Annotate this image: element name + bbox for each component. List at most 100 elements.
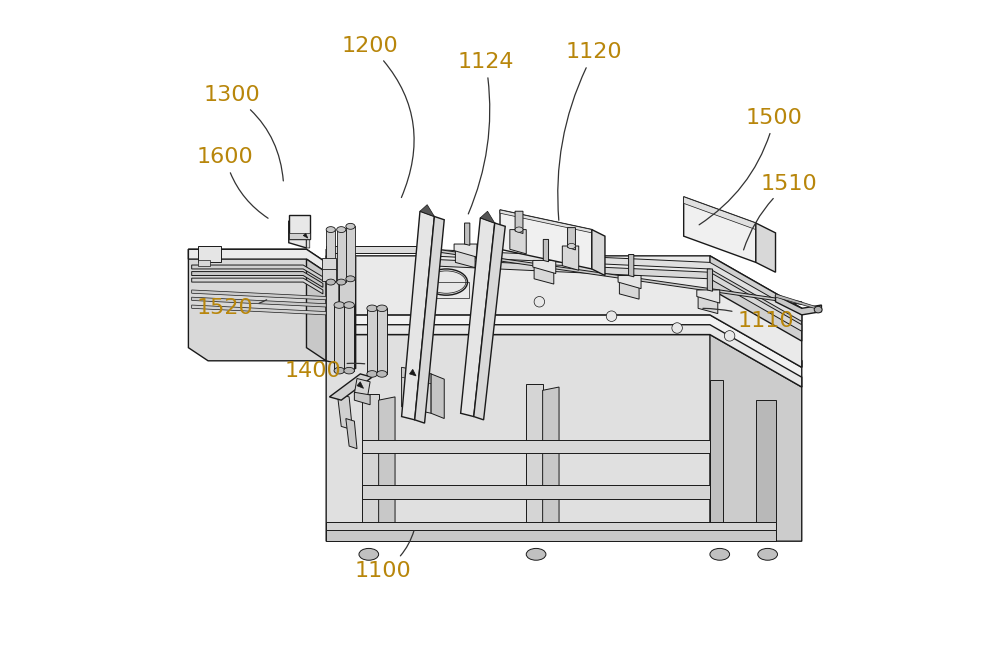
Polygon shape: [337, 394, 352, 430]
Polygon shape: [515, 211, 523, 234]
Polygon shape: [326, 249, 339, 364]
Text: 1400: 1400: [285, 361, 365, 380]
Polygon shape: [756, 400, 776, 541]
Text: 1200: 1200: [341, 36, 414, 197]
Polygon shape: [192, 305, 326, 315]
Ellipse shape: [814, 306, 822, 313]
Polygon shape: [420, 205, 434, 216]
Polygon shape: [379, 397, 395, 541]
Polygon shape: [192, 278, 323, 294]
Polygon shape: [543, 387, 559, 541]
Text: 1500: 1500: [699, 108, 803, 225]
Polygon shape: [354, 379, 370, 397]
Polygon shape: [402, 367, 431, 384]
Polygon shape: [431, 374, 444, 419]
Ellipse shape: [344, 302, 354, 308]
Bar: [198, 246, 221, 262]
Polygon shape: [707, 269, 713, 291]
Polygon shape: [334, 305, 345, 371]
Polygon shape: [303, 234, 308, 238]
Polygon shape: [618, 276, 641, 289]
Polygon shape: [480, 211, 495, 223]
Polygon shape: [710, 380, 723, 541]
Polygon shape: [326, 246, 428, 253]
Polygon shape: [306, 224, 310, 248]
Polygon shape: [346, 419, 357, 449]
Polygon shape: [362, 440, 710, 453]
Polygon shape: [698, 295, 718, 314]
Ellipse shape: [326, 227, 335, 233]
Bar: [289, 233, 310, 239]
Ellipse shape: [346, 223, 355, 230]
Polygon shape: [428, 259, 802, 331]
Polygon shape: [192, 265, 323, 281]
Ellipse shape: [334, 302, 345, 308]
Ellipse shape: [344, 367, 354, 374]
Polygon shape: [357, 382, 364, 388]
Polygon shape: [461, 218, 495, 417]
Polygon shape: [402, 211, 434, 420]
Ellipse shape: [758, 548, 777, 560]
Polygon shape: [526, 384, 543, 541]
Polygon shape: [454, 244, 477, 257]
Polygon shape: [289, 221, 306, 248]
Circle shape: [534, 297, 545, 307]
Polygon shape: [337, 230, 346, 282]
Polygon shape: [289, 219, 310, 226]
Ellipse shape: [334, 367, 345, 374]
Polygon shape: [402, 367, 431, 413]
Polygon shape: [188, 249, 326, 361]
Polygon shape: [562, 246, 579, 270]
Polygon shape: [326, 308, 776, 541]
Polygon shape: [377, 308, 387, 374]
Polygon shape: [326, 522, 776, 530]
Text: 1300: 1300: [203, 85, 283, 181]
Circle shape: [606, 311, 617, 321]
Ellipse shape: [346, 276, 355, 282]
Polygon shape: [465, 223, 470, 245]
Ellipse shape: [526, 548, 546, 560]
Text: 1110: 1110: [703, 308, 794, 331]
Polygon shape: [500, 210, 592, 269]
Polygon shape: [362, 485, 710, 499]
Polygon shape: [684, 197, 756, 262]
Polygon shape: [710, 335, 802, 541]
Polygon shape: [192, 297, 326, 307]
Ellipse shape: [377, 371, 387, 377]
Polygon shape: [629, 255, 634, 277]
Polygon shape: [776, 295, 821, 315]
Polygon shape: [428, 248, 802, 304]
Circle shape: [724, 331, 735, 341]
Text: 1600: 1600: [197, 148, 268, 218]
Polygon shape: [533, 260, 556, 274]
Polygon shape: [710, 256, 802, 341]
Polygon shape: [543, 239, 549, 262]
Circle shape: [672, 323, 682, 333]
Polygon shape: [354, 392, 370, 405]
Polygon shape: [474, 223, 505, 420]
Polygon shape: [306, 259, 326, 361]
Polygon shape: [684, 197, 756, 230]
Polygon shape: [344, 305, 354, 371]
Polygon shape: [409, 369, 416, 376]
Polygon shape: [415, 216, 444, 423]
Ellipse shape: [427, 271, 466, 293]
Polygon shape: [192, 272, 323, 287]
Text: 1124: 1124: [457, 52, 514, 214]
Ellipse shape: [568, 243, 575, 249]
Polygon shape: [188, 249, 326, 272]
Polygon shape: [329, 374, 372, 400]
Bar: [198, 260, 210, 266]
Polygon shape: [455, 249, 475, 268]
Polygon shape: [326, 528, 776, 541]
Ellipse shape: [710, 548, 730, 560]
Bar: [289, 215, 310, 239]
Ellipse shape: [337, 279, 346, 285]
Polygon shape: [428, 249, 802, 321]
Polygon shape: [776, 294, 821, 310]
Polygon shape: [339, 253, 356, 369]
Text: 1120: 1120: [558, 43, 622, 220]
Polygon shape: [362, 394, 379, 541]
Polygon shape: [756, 223, 776, 272]
Polygon shape: [346, 226, 355, 279]
